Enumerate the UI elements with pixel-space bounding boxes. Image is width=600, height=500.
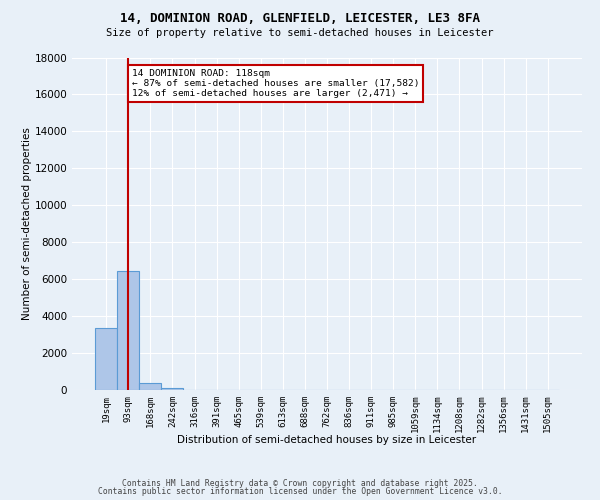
Text: Size of property relative to semi-detached houses in Leicester: Size of property relative to semi-detach… — [106, 28, 494, 38]
Text: 14, DOMINION ROAD, GLENFIELD, LEICESTER, LE3 8FA: 14, DOMINION ROAD, GLENFIELD, LEICESTER,… — [120, 12, 480, 26]
Bar — [139, 383, 161, 390]
Text: Contains public sector information licensed under the Open Government Licence v3: Contains public sector information licen… — [98, 487, 502, 496]
X-axis label: Distribution of semi-detached houses by size in Leicester: Distribution of semi-detached houses by … — [178, 436, 476, 446]
Bar — [161, 388, 184, 390]
Text: Contains HM Land Registry data © Crown copyright and database right 2025.: Contains HM Land Registry data © Crown c… — [122, 478, 478, 488]
Bar — [95, 328, 117, 390]
Text: 14 DOMINION ROAD: 118sqm
← 87% of semi-detached houses are smaller (17,582)
12% : 14 DOMINION ROAD: 118sqm ← 87% of semi-d… — [131, 68, 419, 98]
Bar — [117, 271, 139, 390]
Y-axis label: Number of semi-detached properties: Number of semi-detached properties — [22, 128, 32, 320]
